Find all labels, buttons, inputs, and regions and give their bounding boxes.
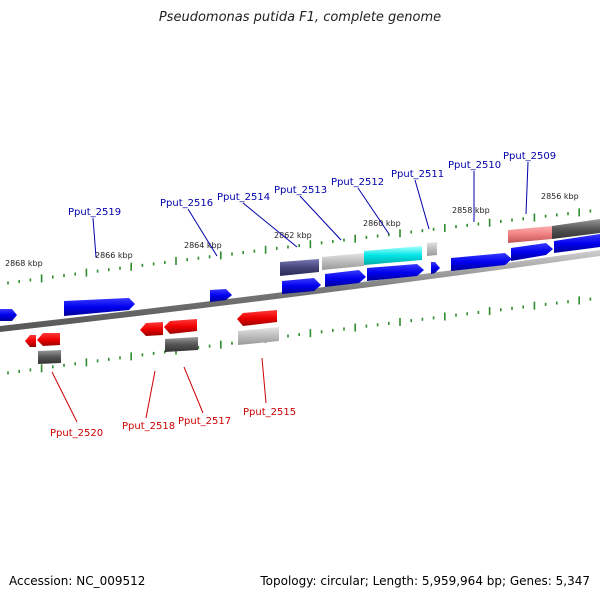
gene-arrow[interactable]	[367, 264, 424, 281]
gene-arrow[interactable]	[325, 270, 366, 287]
gene-arrow[interactable]	[282, 278, 321, 294]
gene-label[interactable]: Pput_2515	[243, 407, 296, 418]
scale-ticks-top	[7, 208, 592, 285]
gene-arrow[interactable]	[511, 243, 553, 261]
gene-label[interactable]: Pput_2520	[50, 428, 103, 439]
gene-label[interactable]: Pput_2512	[331, 177, 384, 188]
forward-genes	[0, 234, 600, 321]
topology-text: Topology: circular; Length: 5,959,964 bp…	[260, 574, 590, 588]
gene-label[interactable]: Pput_2518	[122, 421, 175, 432]
kbp-label: 2866 kbp	[95, 251, 133, 260]
gene-arrow[interactable]	[451, 253, 512, 271]
gene-label[interactable]: Pput_2517	[178, 416, 231, 427]
reverse-genes	[25, 310, 277, 347]
feature-block[interactable]	[508, 226, 552, 243]
kbp-label: 2862 kbp	[274, 231, 312, 240]
feature-block[interactable]	[238, 327, 279, 345]
gene-label[interactable]: Pput_2511	[391, 169, 444, 180]
gene-arrow[interactable]	[164, 319, 197, 334]
kbp-label: 2858 kbp	[452, 206, 490, 215]
kbp-label: 2868 kbp	[5, 259, 43, 268]
kbp-label: 2864 kbp	[184, 241, 222, 250]
gene-arrow[interactable]	[37, 333, 60, 346]
feature-block[interactable]	[38, 350, 61, 364]
gene-label[interactable]: Pput_2509	[503, 151, 556, 162]
gene-arrow[interactable]	[431, 262, 440, 274]
feature-block[interactable]	[165, 337, 198, 352]
scale-ticks-bottom	[7, 296, 592, 375]
accession-text: Accession: NC_009512	[9, 574, 146, 588]
forward-label-leaders	[92, 161, 529, 258]
gene-arrow[interactable]	[140, 322, 163, 336]
gene-arrow[interactable]	[554, 234, 600, 253]
gene-arrow[interactable]	[25, 335, 36, 347]
feature-block[interactable]	[322, 253, 364, 270]
gene-label[interactable]: Pput_2519	[68, 207, 121, 218]
gene-label[interactable]: Pput_2513	[274, 185, 327, 196]
gene-label[interactable]: Pput_2516	[160, 198, 213, 209]
reverse-features	[38, 327, 279, 364]
kbp-label: 2856 kbp	[541, 192, 579, 201]
gene-arrow[interactable]	[210, 289, 232, 302]
feature-block[interactable]	[552, 219, 600, 239]
forward-features	[280, 219, 600, 276]
gene-label[interactable]: Pput_2514	[217, 192, 270, 203]
gene-arrow[interactable]	[237, 310, 277, 326]
reverse-label-leaders	[51, 357, 267, 423]
gene-arrow[interactable]	[64, 298, 135, 316]
feature-block[interactable]	[364, 246, 422, 265]
feature-block[interactable]	[427, 242, 437, 256]
map-title: Pseudomonas putida F1, complete genome	[158, 10, 442, 25]
feature-block[interactable]	[280, 259, 319, 276]
gene-label[interactable]: Pput_2510	[448, 160, 501, 171]
gene-arrow[interactable]	[0, 309, 17, 321]
